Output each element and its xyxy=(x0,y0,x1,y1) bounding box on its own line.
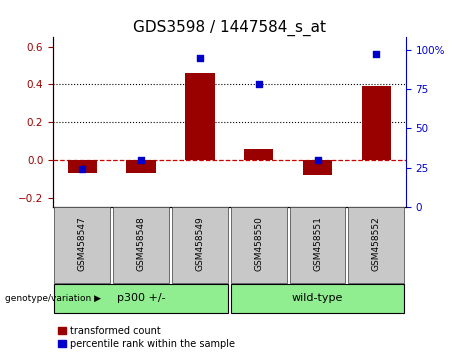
Text: GSM458552: GSM458552 xyxy=(372,216,381,271)
Text: GSM458549: GSM458549 xyxy=(195,216,205,271)
Point xyxy=(79,166,86,172)
Point xyxy=(372,52,380,57)
FancyBboxPatch shape xyxy=(231,284,404,313)
Title: GDS3598 / 1447584_s_at: GDS3598 / 1447584_s_at xyxy=(133,19,326,36)
Legend: transformed count, percentile rank within the sample: transformed count, percentile rank withi… xyxy=(58,326,235,349)
FancyBboxPatch shape xyxy=(54,284,228,313)
FancyBboxPatch shape xyxy=(113,207,169,283)
Text: GSM458551: GSM458551 xyxy=(313,216,322,271)
Text: GSM458550: GSM458550 xyxy=(254,216,263,271)
FancyBboxPatch shape xyxy=(54,207,110,283)
Text: p300 +/-: p300 +/- xyxy=(117,293,165,303)
FancyBboxPatch shape xyxy=(290,207,345,283)
Text: GSM458548: GSM458548 xyxy=(136,216,146,271)
Point xyxy=(255,81,262,87)
Text: GSM458547: GSM458547 xyxy=(78,216,87,271)
Bar xyxy=(361,86,391,160)
Bar xyxy=(68,160,97,173)
Text: wild-type: wild-type xyxy=(292,293,343,303)
FancyBboxPatch shape xyxy=(172,207,228,283)
Point xyxy=(314,157,321,163)
Bar xyxy=(303,160,332,175)
Bar xyxy=(185,73,215,160)
Bar xyxy=(244,149,273,160)
Text: genotype/variation ▶: genotype/variation ▶ xyxy=(5,294,100,303)
Bar xyxy=(126,160,156,173)
FancyBboxPatch shape xyxy=(349,207,404,283)
Point xyxy=(196,55,204,61)
Point xyxy=(137,157,145,163)
FancyBboxPatch shape xyxy=(231,207,287,283)
